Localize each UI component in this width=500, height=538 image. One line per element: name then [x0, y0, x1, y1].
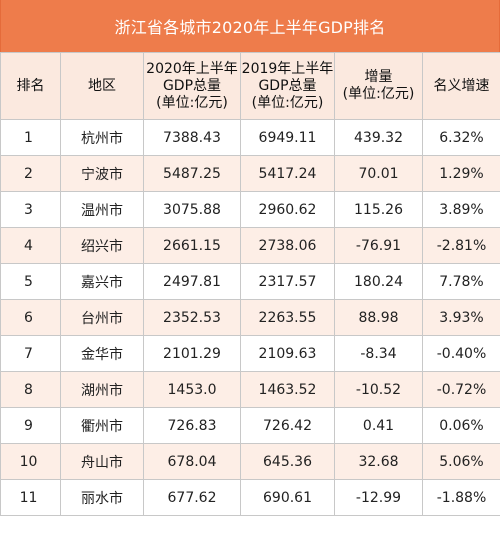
region-cell: 衢州市	[60, 407, 144, 444]
increment-cell: 115.26	[334, 191, 423, 228]
header-growth-rate: 名义增速	[422, 52, 500, 120]
region-cell: 丽水市	[60, 479, 144, 516]
gdp-2019-cell: 2263.55	[240, 299, 335, 336]
table-row: 8 湖州市 1453.0 1463.52 -10.52 -0.72%	[0, 371, 500, 408]
gdp-ranking-table: 排名 地区 2020年上半年 GDP总量 (单位:亿元) 2019年上半年 GDP总量…	[0, 52, 500, 516]
increment-cell: -10.52	[334, 371, 423, 408]
rank-cell: 9	[0, 407, 61, 444]
growth-rate-cell: 0.06%	[422, 407, 500, 444]
rank-cell: 7	[0, 335, 61, 372]
table-row: 1 杭州市 7388.43 6949.11 439.32 6.32%	[0, 119, 500, 156]
region-cell: 台州市	[60, 299, 144, 336]
header-gdp-2019: 2019年上半年 GDP总量 (单位:亿元)	[240, 52, 335, 120]
region-cell: 绍兴市	[60, 227, 144, 264]
growth-rate-cell: 3.89%	[422, 191, 500, 228]
increment-cell: -12.99	[334, 479, 423, 516]
increment-cell: 180.24	[334, 263, 423, 300]
table-title: 浙江省各城市2020年上半年GDP排名	[0, 0, 500, 52]
rank-cell: 6	[0, 299, 61, 336]
increment-cell: -8.34	[334, 335, 423, 372]
table-row: 6 台州市 2352.53 2263.55 88.98 3.93%	[0, 299, 500, 336]
table-row: 11 丽水市 677.62 690.61 -12.99 -1.88%	[0, 479, 500, 516]
rank-cell: 4	[0, 227, 61, 264]
growth-rate-cell: 7.78%	[422, 263, 500, 300]
region-cell: 金华市	[60, 335, 144, 372]
rank-cell: 8	[0, 371, 61, 408]
gdp-2019-cell: 5417.24	[240, 155, 335, 192]
rank-cell: 10	[0, 443, 61, 480]
region-cell: 温州市	[60, 191, 144, 228]
table-row: 7 金华市 2101.29 2109.63 -8.34 -0.40%	[0, 335, 500, 372]
gdp-2020-cell: 726.83	[143, 407, 241, 444]
gdp-2020-cell: 1453.0	[143, 371, 241, 408]
region-cell: 舟山市	[60, 443, 144, 480]
gdp-2020-cell: 2352.53	[143, 299, 241, 336]
growth-rate-cell: -0.72%	[422, 371, 500, 408]
gdp-2019-cell: 690.61	[240, 479, 335, 516]
gdp-2020-cell: 7388.43	[143, 119, 241, 156]
rank-cell: 2	[0, 155, 61, 192]
header-increment: 增量 (单位:亿元)	[334, 52, 423, 120]
gdp-2020-cell: 5487.25	[143, 155, 241, 192]
gdp-2019-cell: 2960.62	[240, 191, 335, 228]
gdp-2019-cell: 2109.63	[240, 335, 335, 372]
growth-rate-cell: 5.06%	[422, 443, 500, 480]
gdp-2019-cell: 726.42	[240, 407, 335, 444]
region-cell: 杭州市	[60, 119, 144, 156]
gdp-2020-cell: 2661.15	[143, 227, 241, 264]
growth-rate-cell: 6.32%	[422, 119, 500, 156]
increment-cell: 88.98	[334, 299, 423, 336]
table-row: 5 嘉兴市 2497.81 2317.57 180.24 7.78%	[0, 263, 500, 300]
table-row: 10 舟山市 678.04 645.36 32.68 5.06%	[0, 443, 500, 480]
increment-cell: -76.91	[334, 227, 423, 264]
rank-cell: 11	[0, 479, 61, 516]
header-gdp-2020: 2020年上半年 GDP总量 (单位:亿元)	[143, 52, 241, 120]
increment-cell: 0.41	[334, 407, 423, 444]
increment-cell: 70.01	[334, 155, 423, 192]
gdp-2020-cell: 2101.29	[143, 335, 241, 372]
table-row: 3 温州市 3075.88 2960.62 115.26 3.89%	[0, 191, 500, 228]
region-cell: 嘉兴市	[60, 263, 144, 300]
table-row: 4 绍兴市 2661.15 2738.06 -76.91 -2.81%	[0, 227, 500, 264]
header-region: 地区	[60, 52, 144, 120]
growth-rate-cell: -0.40%	[422, 335, 500, 372]
gdp-2020-cell: 677.62	[143, 479, 241, 516]
gdp-2019-cell: 2317.57	[240, 263, 335, 300]
growth-rate-cell: -2.81%	[422, 227, 500, 264]
table-row: 2 宁波市 5487.25 5417.24 70.01 1.29%	[0, 155, 500, 192]
growth-rate-cell: 3.93%	[422, 299, 500, 336]
region-cell: 宁波市	[60, 155, 144, 192]
header-rank: 排名	[0, 52, 61, 120]
rank-cell: 1	[0, 119, 61, 156]
growth-rate-cell: 1.29%	[422, 155, 500, 192]
gdp-2019-cell: 6949.11	[240, 119, 335, 156]
rank-cell: 5	[0, 263, 61, 300]
gdp-2019-cell: 645.36	[240, 443, 335, 480]
table-header-row: 排名 地区 2020年上半年 GDP总量 (单位:亿元) 2019年上半年 GDP总量…	[0, 52, 500, 120]
increment-cell: 439.32	[334, 119, 423, 156]
rank-cell: 3	[0, 191, 61, 228]
growth-rate-cell: -1.88%	[422, 479, 500, 516]
increment-cell: 32.68	[334, 443, 423, 480]
region-cell: 湖州市	[60, 371, 144, 408]
gdp-2020-cell: 2497.81	[143, 263, 241, 300]
gdp-2020-cell: 3075.88	[143, 191, 241, 228]
gdp-2020-cell: 678.04	[143, 443, 241, 480]
gdp-2019-cell: 1463.52	[240, 371, 335, 408]
gdp-2019-cell: 2738.06	[240, 227, 335, 264]
table-row: 9 衢州市 726.83 726.42 0.41 0.06%	[0, 407, 500, 444]
